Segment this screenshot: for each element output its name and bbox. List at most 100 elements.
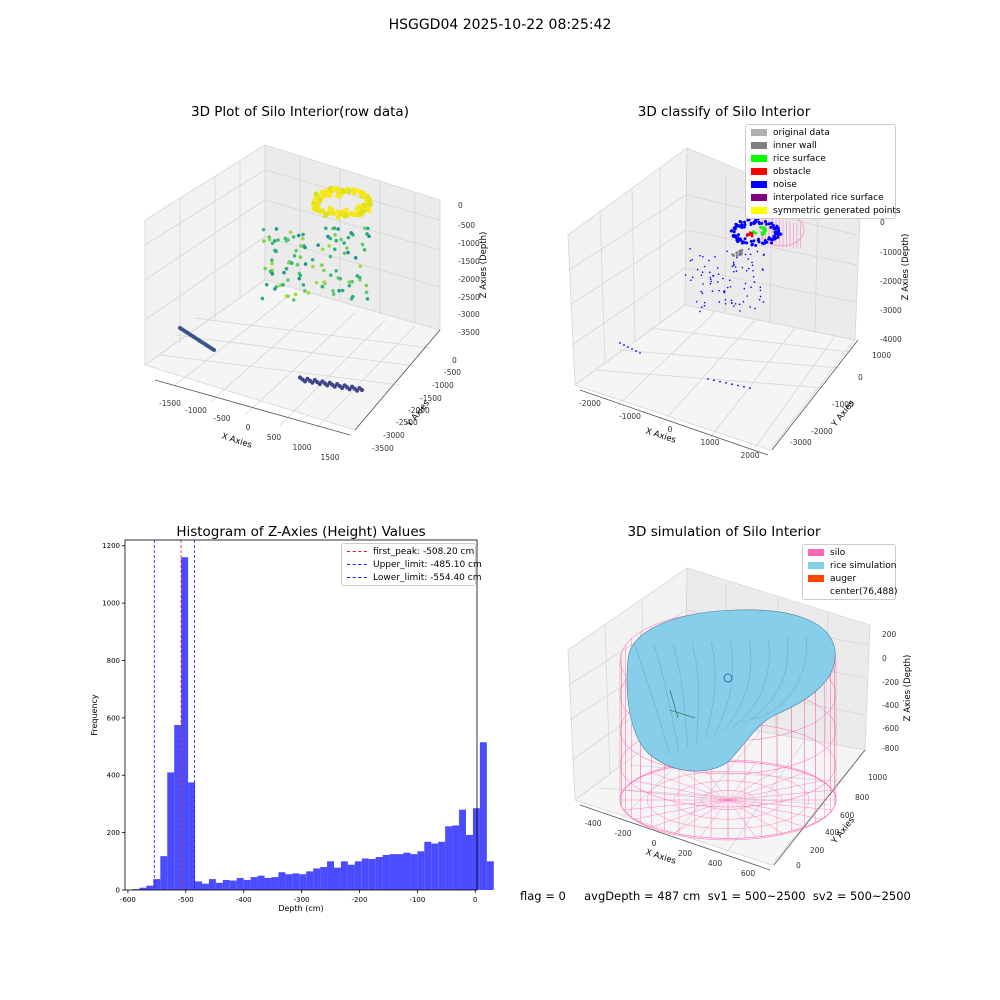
classify-z-tick: -3000 bbox=[880, 306, 902, 315]
raw-point bbox=[261, 227, 266, 232]
noise-point bbox=[762, 254, 765, 256]
classify-z-tick: -4000 bbox=[880, 335, 902, 344]
noise-point bbox=[751, 261, 753, 264]
noise-point bbox=[753, 281, 756, 283]
raw-point bbox=[322, 212, 329, 219]
histogram-x-label: Depth (cm) bbox=[278, 904, 323, 913]
noise-point bbox=[764, 220, 768, 224]
raw-point bbox=[354, 207, 360, 213]
rice-mesh-line bbox=[732, 637, 770, 728]
sim-z-tick: 200 bbox=[882, 630, 897, 639]
noise-point bbox=[774, 236, 778, 240]
raw-point bbox=[338, 211, 344, 217]
classify-x-tick: -1000 bbox=[619, 412, 641, 421]
inner-wall-point bbox=[735, 254, 739, 258]
noise-point bbox=[740, 226, 744, 230]
raw-point bbox=[274, 227, 279, 231]
histogram-bar bbox=[472, 808, 480, 890]
noise-point bbox=[743, 223, 747, 227]
histogram-bar bbox=[466, 834, 473, 890]
classify-3d-plot: -2000 -1000 0 1000 2000 X Axies 1000 0 -… bbox=[567, 147, 911, 460]
histogram-bar bbox=[299, 874, 307, 890]
histogram-x-tick-label: -100 bbox=[409, 896, 425, 904]
noise-point bbox=[639, 352, 641, 354]
raw-point bbox=[306, 291, 311, 295]
rice-mesh-line bbox=[705, 640, 716, 740]
noise-point bbox=[767, 236, 771, 240]
classify-x-label: X Axies bbox=[644, 426, 677, 445]
noise-point bbox=[703, 301, 706, 304]
histogram-bar bbox=[396, 854, 404, 890]
noise-point bbox=[700, 274, 703, 276]
raw-point bbox=[301, 283, 306, 287]
histogram-bar bbox=[160, 856, 168, 890]
raw-point bbox=[337, 288, 341, 293]
silo-bottom-spoke bbox=[623, 799, 729, 811]
raw-point bbox=[340, 189, 346, 195]
noise-point bbox=[769, 225, 773, 229]
raw-point bbox=[286, 238, 290, 242]
noise-point bbox=[732, 230, 736, 234]
legend-item-symmetric-generated-points: symmetric generated points bbox=[746, 204, 901, 217]
histogram-bar bbox=[424, 841, 432, 890]
silo-bottom-spoke bbox=[727, 799, 833, 811]
raw-y-tick: 0 bbox=[452, 356, 457, 365]
noise-point bbox=[754, 220, 758, 224]
raw-point bbox=[342, 251, 347, 256]
noise-point bbox=[725, 382, 727, 384]
noise-point bbox=[708, 259, 710, 262]
sim-x-tick: -400 bbox=[584, 819, 601, 828]
raw-point bbox=[344, 186, 350, 192]
histogram-legend: first_peak: -508.20 cm Upper_limit: -485… bbox=[341, 543, 482, 586]
raw-point bbox=[350, 294, 355, 299]
histogram-bar bbox=[208, 879, 216, 890]
rice-surface-point bbox=[759, 225, 763, 229]
raw-point bbox=[365, 226, 370, 231]
silo-bottom-spoke bbox=[673, 799, 729, 834]
noise-point bbox=[709, 282, 712, 285]
sim-y-tick: 200 bbox=[810, 846, 825, 855]
noise-point bbox=[711, 290, 714, 293]
rice-surface-point bbox=[761, 232, 765, 236]
histogram-y-tick-label: 200 bbox=[107, 829, 120, 837]
histogram-bar bbox=[257, 875, 265, 890]
histogram-x-ticks: -600 -500 -400 -300 -200 -100 0 bbox=[120, 890, 477, 904]
raw-z-tick: -2000 bbox=[458, 275, 480, 284]
inner-wall-point bbox=[739, 252, 743, 256]
raw-point bbox=[336, 227, 340, 231]
histogram-bar bbox=[153, 879, 161, 890]
raw-point bbox=[263, 266, 267, 271]
histogram-bar bbox=[417, 851, 425, 890]
noise-point bbox=[772, 227, 776, 231]
noise-point bbox=[726, 250, 728, 253]
noise-point bbox=[758, 298, 761, 301]
raw-z-tick: -3000 bbox=[458, 310, 480, 319]
sim-z-tick: -800 bbox=[882, 744, 899, 753]
sim-x-tick: -200 bbox=[614, 829, 631, 838]
classify-x-tick: 1000 bbox=[700, 438, 719, 447]
classify-x-tick: 0 bbox=[668, 425, 673, 434]
histogram-bar bbox=[271, 877, 279, 890]
raw-point bbox=[320, 263, 324, 267]
silo-bottom-spoke bbox=[727, 766, 783, 801]
noise-point bbox=[701, 271, 704, 274]
histogram-y-tick-label: 0 bbox=[116, 887, 120, 895]
noise-point bbox=[731, 383, 733, 386]
obstacle-point bbox=[747, 233, 751, 237]
histogram-bar bbox=[403, 852, 411, 890]
raw-point bbox=[365, 232, 369, 236]
raw-point bbox=[273, 248, 277, 253]
noise-point bbox=[731, 265, 734, 268]
noise-point bbox=[730, 299, 733, 302]
raw-point bbox=[349, 231, 353, 235]
legend-item-auger: auger bbox=[803, 572, 895, 585]
noise-point bbox=[733, 263, 735, 265]
classify-y-tick: -1000 bbox=[832, 400, 854, 409]
sim-x-tick: 0 bbox=[652, 839, 657, 848]
raw-x-tick: 1500 bbox=[320, 453, 339, 462]
noise-point bbox=[703, 265, 706, 268]
raw-z-tick: -2500 bbox=[458, 293, 480, 302]
noise-point bbox=[635, 350, 637, 352]
sim-z-tick: -600 bbox=[882, 724, 899, 733]
rice-mesh-line bbox=[634, 644, 671, 756]
